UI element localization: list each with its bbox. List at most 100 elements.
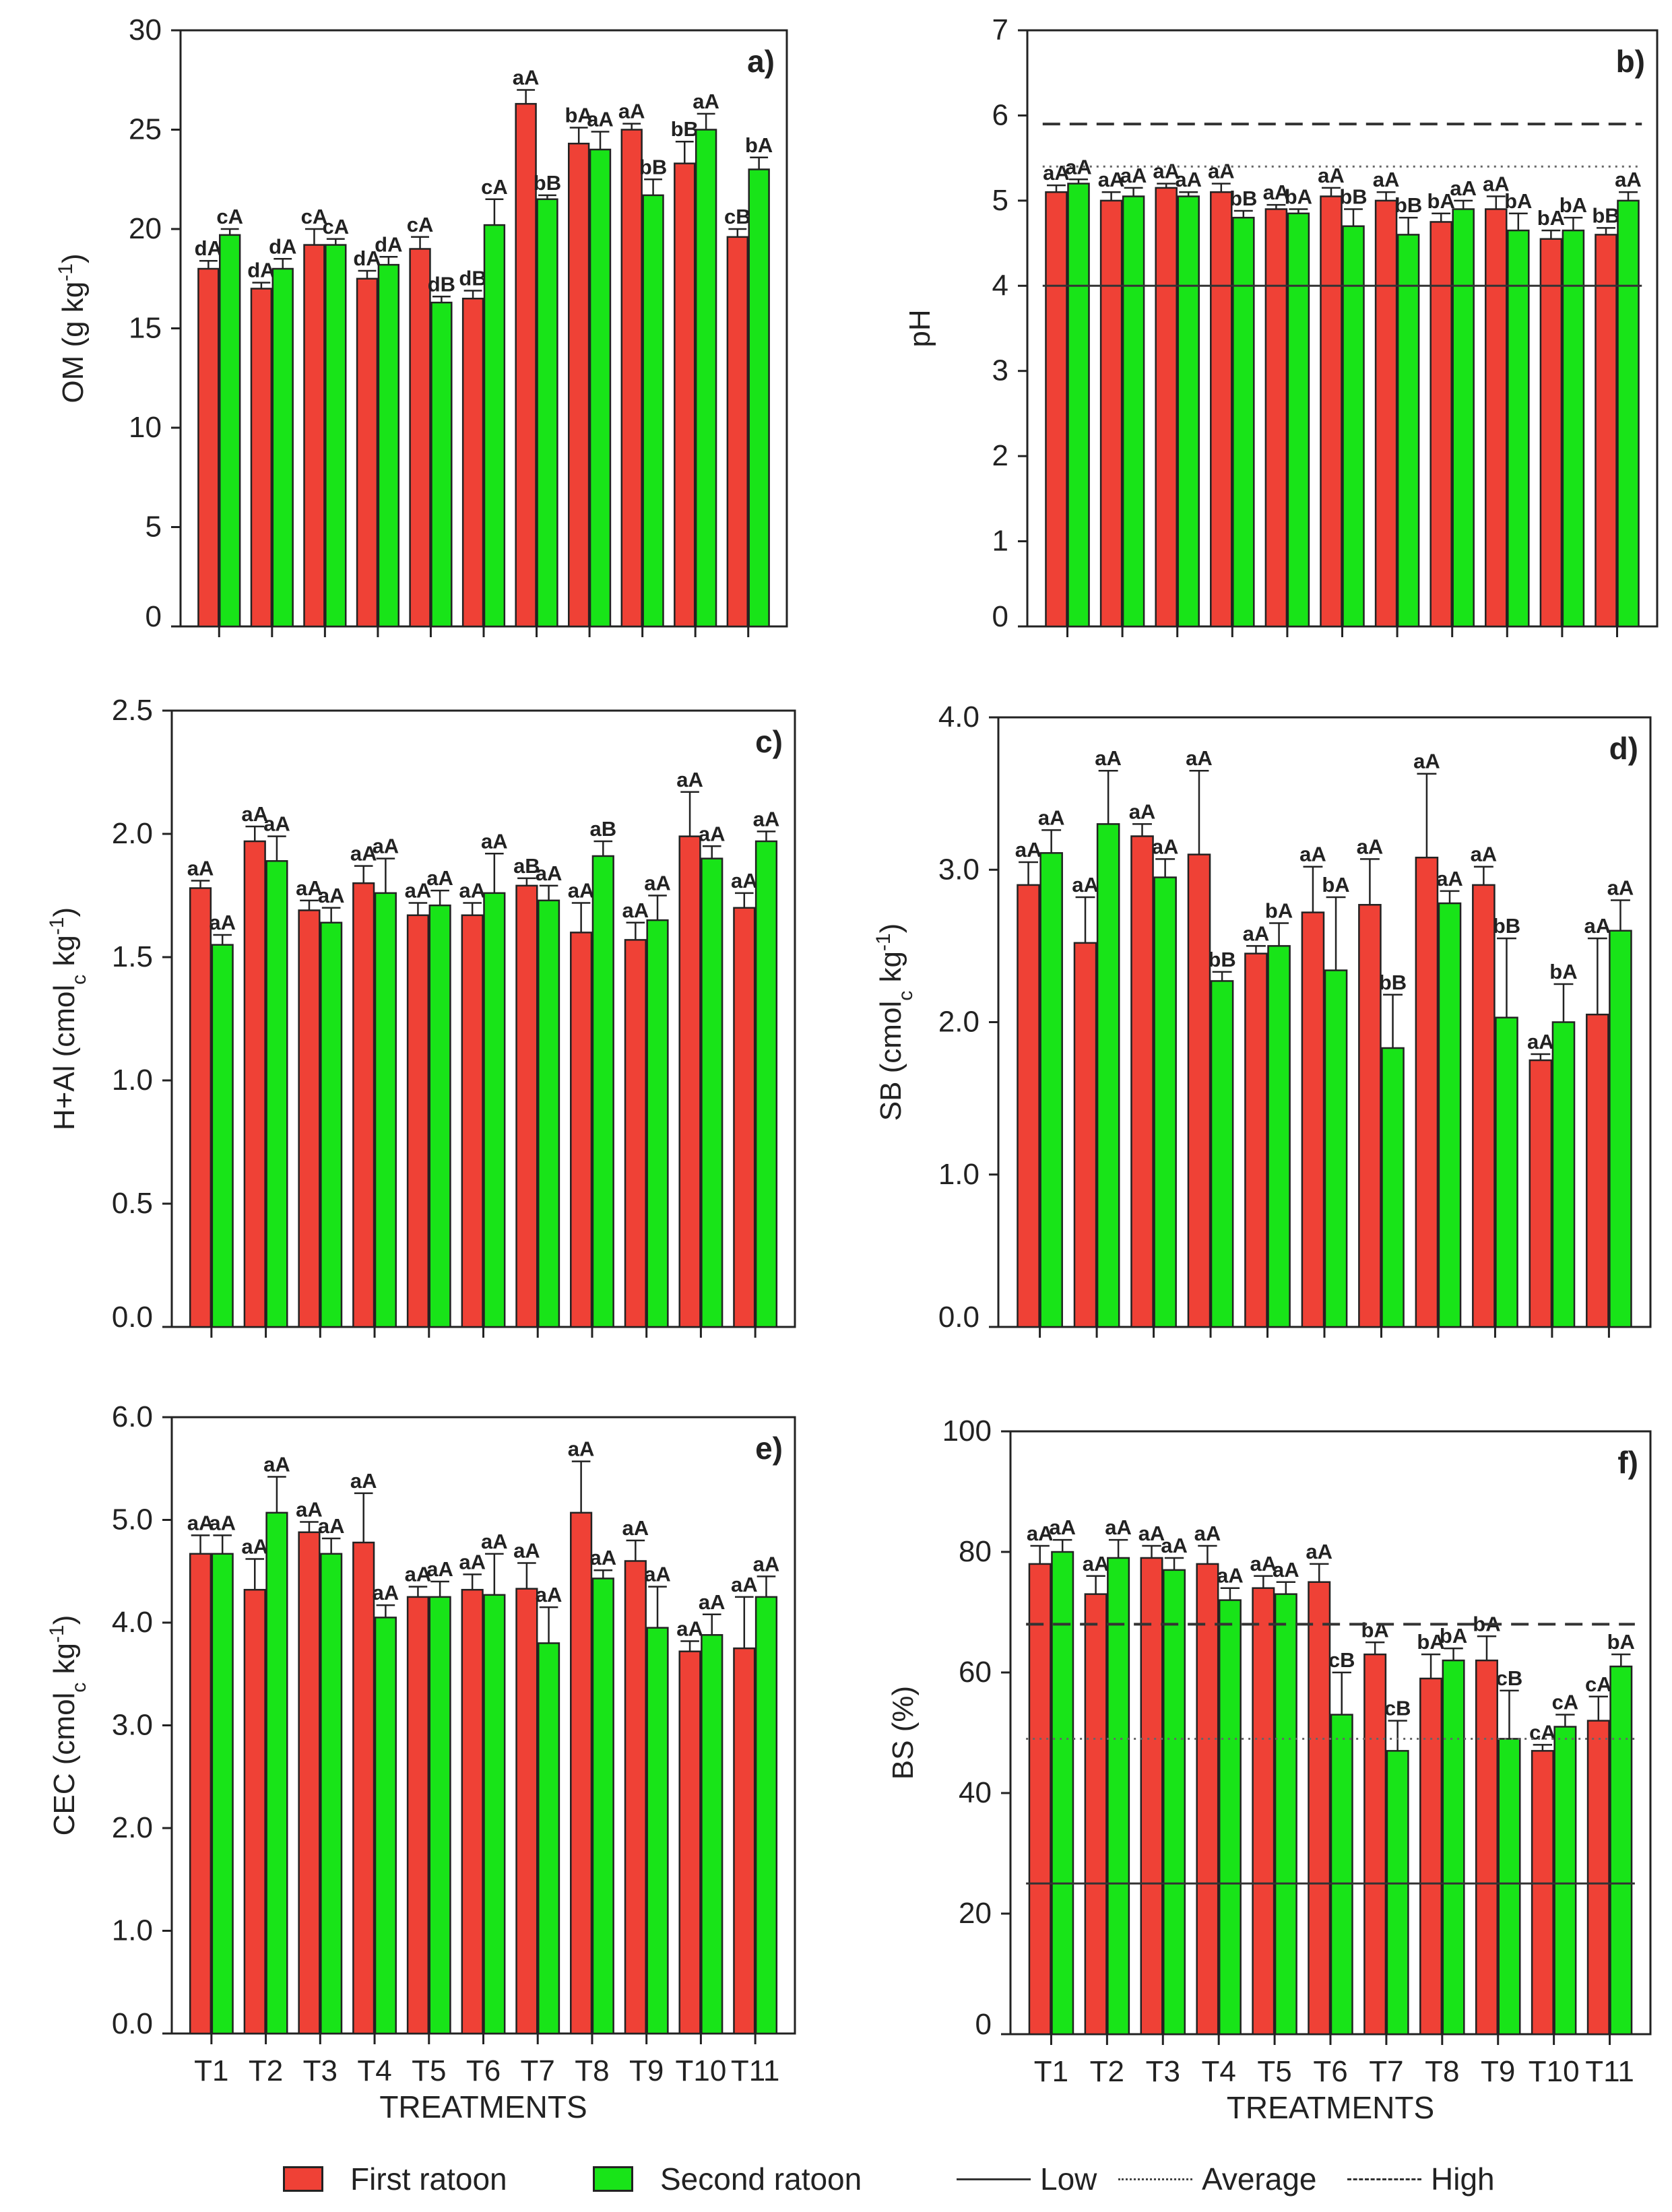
- bar-second-ratoon-b: [1452, 208, 1475, 628]
- bar-first-ratoon-e: [733, 1647, 756, 2035]
- bar-second-ratoon-b: [1232, 216, 1255, 628]
- significance-label-b: bB: [1394, 193, 1422, 217]
- x-tick-label-e: T7: [521, 2054, 555, 2087]
- y-tick-label-b: 3: [992, 354, 1008, 387]
- bar-first-ratoon-b: [1210, 191, 1233, 628]
- significance-label-d: aA: [1299, 843, 1326, 866]
- bar-first-ratoon-f: [1084, 1593, 1107, 2036]
- significance-label-a: dA: [353, 247, 381, 270]
- bar-first-ratoon-f: [1419, 1677, 1443, 2036]
- high-line-key: [1347, 2178, 1421, 2180]
- y-tick-label-e: 5.0: [112, 1503, 153, 1536]
- legend: First ratoon Second ratoon Low Average H…: [0, 2152, 1672, 2206]
- significance-label-c: aA: [318, 884, 345, 907]
- bar-first-ratoon-a: [409, 248, 431, 628]
- bar-second-ratoon-e: [211, 1553, 234, 2035]
- bar-second-ratoon-d: [1039, 852, 1063, 1328]
- bar-second-ratoon-f: [1609, 1665, 1633, 2036]
- bar-first-ratoon-a: [726, 236, 748, 628]
- significance-label-d: bA: [1265, 899, 1293, 922]
- significance-label-a: cA: [481, 175, 508, 199]
- significance-label-e: aA: [481, 1530, 508, 1553]
- bar-second-ratoon-e: [646, 1627, 669, 2035]
- significance-label-d: aA: [1072, 873, 1099, 897]
- bar-second-ratoon-c: [591, 855, 614, 1328]
- y-tick-label-b: 7: [992, 13, 1008, 46]
- bar-second-ratoon-b: [1287, 212, 1310, 628]
- y-tick-label-a: 20: [129, 212, 162, 245]
- y-tick-label-f: 0: [975, 2008, 992, 2041]
- significance-label-d: aA: [1584, 914, 1611, 938]
- bar-first-ratoon-f: [1140, 1557, 1163, 2036]
- significance-label-b: bB: [1592, 203, 1619, 227]
- significance-label-f: aA: [1049, 1516, 1076, 1539]
- bar-second-ratoon-a: [325, 244, 347, 628]
- x-tick-label-e: T6: [466, 2054, 501, 2087]
- significance-label-b: bA: [1560, 193, 1587, 217]
- significance-label-f: cB: [1384, 1697, 1411, 1720]
- bar-second-ratoon-a: [695, 129, 717, 628]
- significance-label-c: aA: [699, 822, 726, 845]
- significance-label-b: aA: [1263, 181, 1290, 204]
- significance-label-e: aA: [731, 1573, 758, 1596]
- significance-label-e: aA: [405, 1563, 432, 1586]
- legend-item-average: Average: [1118, 2161, 1317, 2197]
- y-tick-label-f: 20: [959, 1897, 992, 1930]
- significance-label-b: aA: [1483, 172, 1510, 196]
- y-axis-label-e: CEC (cmolc kg-1): [46, 1615, 90, 1836]
- significance-label-f: bA: [1440, 1624, 1467, 1648]
- y-tick-label-b: 6: [992, 98, 1008, 131]
- significance-label-e: aA: [350, 1469, 377, 1493]
- significance-label-c: aA: [263, 812, 290, 836]
- bar-first-ratoon-d: [1244, 952, 1268, 1328]
- significance-label-a: dB: [428, 272, 455, 296]
- bar-first-ratoon-b: [1485, 208, 1508, 628]
- y-tick-label-c: 2.0: [112, 817, 153, 850]
- x-tick-label-f: T10: [1529, 2055, 1580, 2088]
- bar-first-ratoon-b: [1045, 191, 1068, 628]
- significance-label-b: bB: [1339, 185, 1367, 209]
- bar-first-ratoon-a: [356, 278, 379, 628]
- bar-first-ratoon-d: [1586, 1013, 1609, 1328]
- significance-label-c: aA: [209, 911, 236, 934]
- bar-first-ratoon-e: [189, 1553, 212, 2035]
- x-tick-label-f: T1: [1034, 2055, 1068, 2088]
- significance-label-c: aA: [481, 829, 508, 853]
- significance-label-f: aA: [1027, 1522, 1054, 1545]
- bar-second-ratoon-f: [1163, 1569, 1186, 2036]
- significance-label-d: bB: [1208, 948, 1235, 971]
- panel-label-e: e): [755, 1431, 783, 1466]
- significance-label-d: bA: [1322, 873, 1349, 897]
- bar-first-ratoon-d: [1358, 904, 1382, 1328]
- significance-label-f: aA: [1217, 1564, 1244, 1588]
- significance-label-f: cB: [1328, 1648, 1355, 1672]
- low-line-key: [957, 2178, 1031, 2180]
- y-tick-label-a: 30: [129, 13, 162, 46]
- bar-second-ratoon-b: [1067, 183, 1090, 628]
- bar-first-ratoon-e: [243, 1588, 266, 2035]
- y-tick-label-b: 4: [992, 269, 1008, 302]
- bar-second-ratoon-a: [536, 198, 558, 628]
- y-tick-label-d: 1.0: [938, 1158, 979, 1191]
- panel-label-b: b): [1616, 44, 1645, 79]
- bar-second-ratoon-a: [377, 263, 400, 628]
- significance-label-a: aA: [618, 100, 645, 123]
- bar-first-ratoon-a: [461, 298, 484, 628]
- bar-first-ratoon-b: [1595, 234, 1617, 628]
- significance-label-a: dA: [247, 259, 275, 282]
- bar-second-ratoon-c: [754, 840, 778, 1328]
- bar-second-ratoon-f: [1498, 1738, 1521, 2036]
- significance-label-b: bA: [1504, 189, 1532, 213]
- significance-label-f: aA: [1083, 1552, 1110, 1575]
- bar-first-ratoon-e: [678, 1650, 701, 2035]
- significance-label-a: cA: [301, 205, 328, 228]
- bar-first-ratoon-c: [461, 914, 484, 1328]
- bar-first-ratoon-f: [1252, 1587, 1275, 2036]
- bar-first-ratoon-e: [570, 1511, 593, 2035]
- significance-label-a: dA: [375, 232, 402, 256]
- y-tick-label-b: 5: [992, 184, 1008, 217]
- significance-label-e: aA: [296, 1498, 323, 1522]
- bar-first-ratoon-d: [1301, 911, 1325, 1328]
- legend-label-average: Average: [1202, 2161, 1317, 2197]
